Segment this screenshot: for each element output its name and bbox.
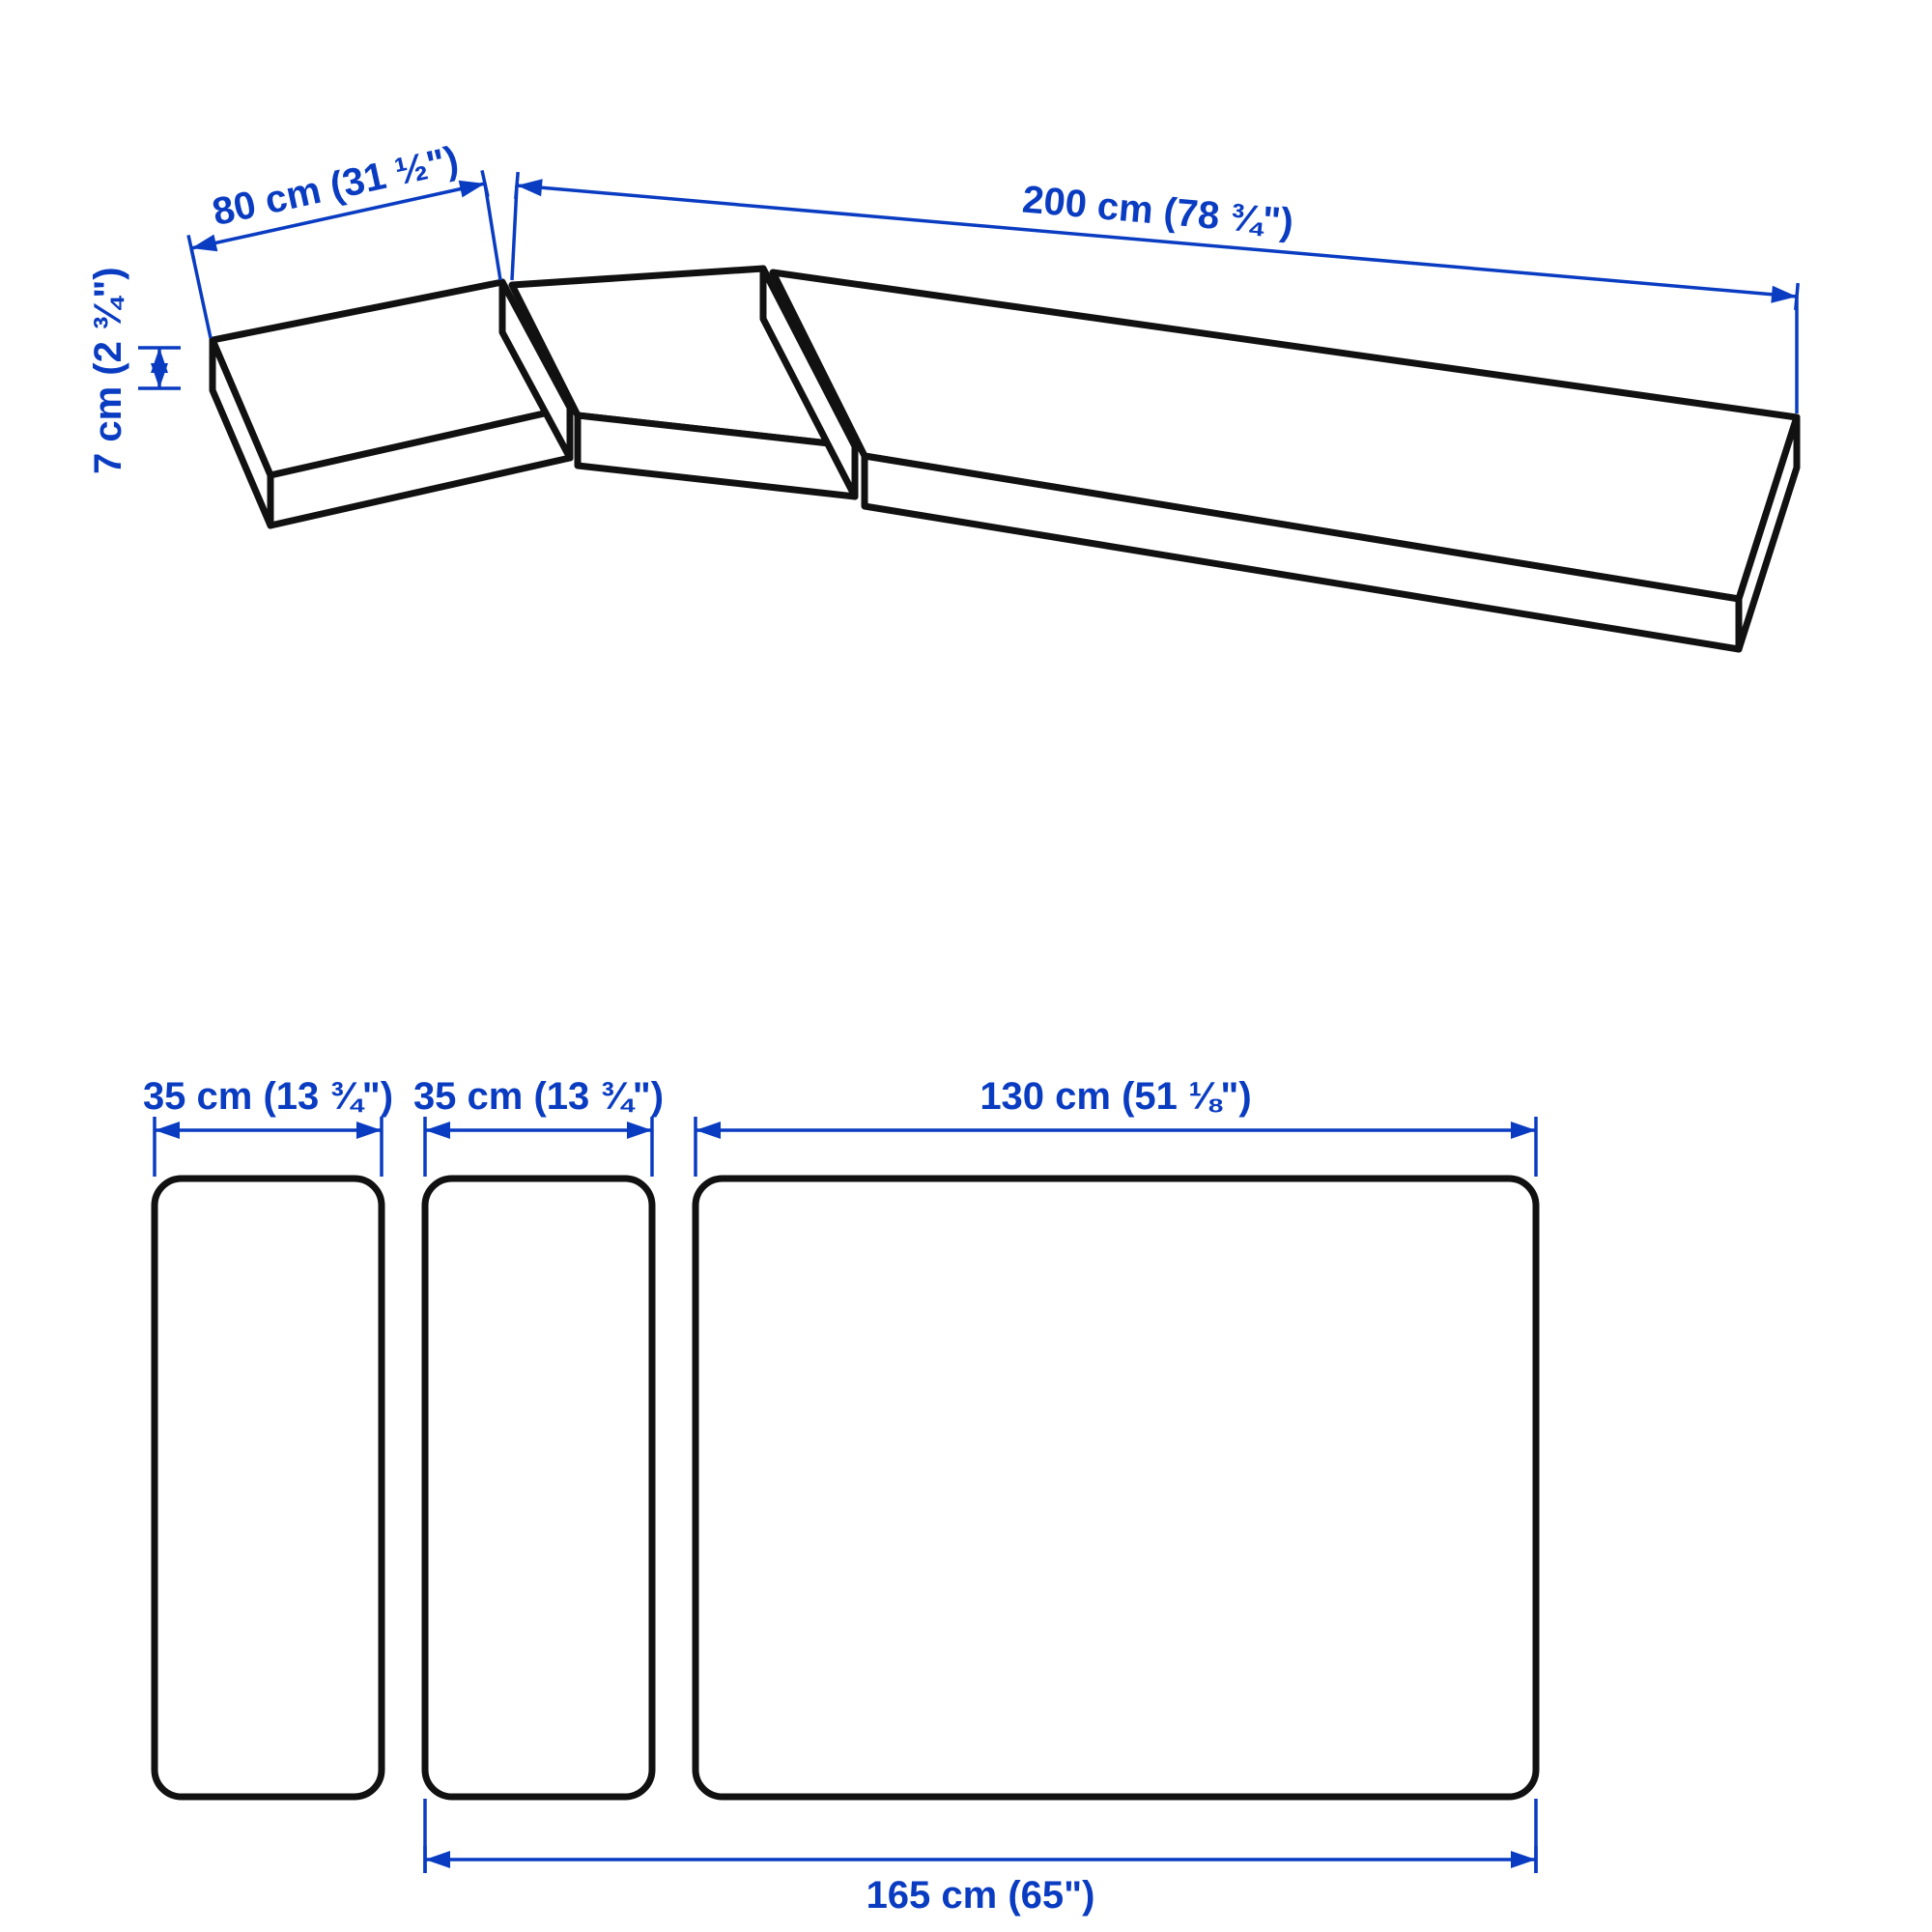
plan-dim-3-label: 130 cm (51 ⅛") (980, 1075, 1251, 1118)
plan-view (155, 1179, 1536, 1797)
dim-height-label: 7 cm (2 ¾") (87, 267, 129, 474)
dim-width-label: 80 cm (31 ½") (209, 138, 463, 234)
plan-dim-2-label: 35 cm (13 ¾") (413, 1075, 664, 1118)
plan-piece-3 (696, 1179, 1536, 1797)
plan-dim-combined-label: 165 cm (65") (867, 1874, 1095, 1917)
plan-piece-1 (155, 1179, 382, 1797)
plan-piece-2 (425, 1179, 652, 1797)
iso-view (213, 269, 1797, 649)
plan-dim-1-label: 35 cm (13 ¾") (143, 1075, 393, 1118)
